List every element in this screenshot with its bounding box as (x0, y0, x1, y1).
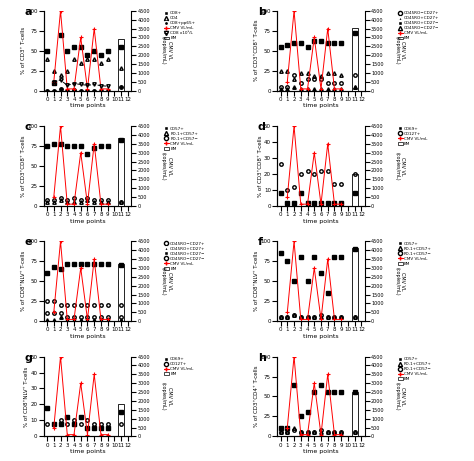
Y-axis label: CMV VL
(copies/mL): CMV VL (copies/mL) (161, 382, 172, 411)
Y-axis label: CMV VL
(copies/mL): CMV VL (copies/mL) (395, 267, 405, 296)
Legend: CD57+, PD-1+CD57+, PD-1+CD57−, CMV VL/mL, BM: CD57+, PD-1+CD57+, PD-1+CD57−, CMV VL/mL… (398, 357, 432, 381)
X-axis label: time points: time points (303, 219, 339, 224)
Y-axis label: % of CD8⁺NLV⁺ T-cells: % of CD8⁺NLV⁺ T-cells (254, 251, 259, 311)
Legend: CD69+, CD127+, CMV VL/mL, BM: CD69+, CD127+, CMV VL/mL, BM (164, 357, 193, 376)
X-axis label: time points: time points (70, 219, 105, 224)
Y-axis label: CMV VL
(copies/mL): CMV VL (copies/mL) (161, 152, 172, 180)
Bar (352, 392, 358, 437)
X-axis label: time points: time points (70, 334, 105, 339)
Bar (118, 138, 124, 206)
Text: c: c (25, 122, 31, 132)
Y-axis label: % of CD3⁺CD8⁺ T-cells: % of CD3⁺CD8⁺ T-cells (257, 135, 263, 197)
Bar (118, 264, 124, 321)
Y-axis label: CMV VL
(copies/mL): CMV VL (copies/mL) (395, 382, 405, 411)
Y-axis label: CMV VL
(copies/mL): CMV VL (copies/mL) (161, 267, 172, 296)
Y-axis label: % of CD3⁺CD8⁺ T-cells: % of CD3⁺CD8⁺ T-cells (254, 20, 259, 82)
Bar (118, 39, 124, 91)
Legend: CD45RO−CD27+, CD45RO+CD27+, CD45RO+CD27−, CD45RO−CD27−, CMV VL/mL, BM: CD45RO−CD27+, CD45RO+CD27+, CD45RO+CD27−… (398, 11, 439, 41)
Text: f: f (258, 237, 263, 247)
Legend: CD45RO−CD27+, CD45RO+CD27+, CD45RO+CD27−, CD45RO−CD27−, CMV VL/mL, BM: CD45RO−CD27+, CD45RO+CD27+, CD45RO+CD27−… (164, 242, 206, 271)
Text: e: e (25, 237, 32, 247)
Bar (352, 29, 358, 91)
X-axis label: time points: time points (303, 449, 339, 454)
Text: a: a (25, 7, 32, 17)
Text: g: g (25, 353, 32, 362)
Legend: CD57+, PD-1+CD57+, PD-1+CD57−, CMV VL/mL, BM: CD57+, PD-1+CD57+, PD-1+CD57−, CMV VL/mL… (164, 126, 198, 151)
Y-axis label: CMV VL
(copies/mL): CMV VL (copies/mL) (395, 36, 405, 65)
Legend: CD69+, CD127+, CMV VL/mL, BM: CD69+, CD127+, CMV VL/mL, BM (398, 126, 427, 146)
Y-axis label: % of CD3⁺CD4⁺ T-cells: % of CD3⁺CD4⁺ T-cells (254, 366, 259, 427)
Y-axis label: % of CD8⁺NLV⁺ T-cells: % of CD8⁺NLV⁺ T-cells (20, 251, 26, 311)
Text: d: d (258, 122, 266, 132)
Y-axis label: % of CD3⁺ T-cells: % of CD3⁺ T-cells (20, 27, 26, 74)
Legend: CD57+, PD-1+CD57+, PD-1+CD57−, CMV VL/mL, BM: CD57+, PD-1+CD57+, PD-1+CD57−, CMV VL/mL… (398, 242, 432, 266)
Text: h: h (258, 353, 266, 362)
Bar (352, 174, 358, 206)
X-axis label: time points: time points (303, 334, 339, 339)
X-axis label: time points: time points (70, 103, 105, 108)
Y-axis label: CMV VL
(copies/mL): CMV VL (copies/mL) (395, 152, 405, 180)
Y-axis label: CMV VL
(copies/mL): CMV VL (copies/mL) (161, 36, 172, 65)
Y-axis label: % of CD3⁺CD8⁺ T-cells: % of CD3⁺CD8⁺ T-cells (20, 135, 26, 197)
Text: b: b (258, 7, 266, 17)
Y-axis label: % of CD8⁺NLV⁺ T-cells: % of CD8⁺NLV⁺ T-cells (24, 366, 29, 426)
X-axis label: time points: time points (70, 449, 105, 454)
Bar (118, 404, 124, 437)
X-axis label: time points: time points (303, 103, 339, 108)
Bar (352, 248, 358, 321)
Legend: CD8+, CD4, CD8+pp65+, CMV VL/mL, CD8 x10⁵/L, BM: CD8+, CD4, CD8+pp65+, CMV VL/mL, CD8 x10… (164, 11, 196, 41)
